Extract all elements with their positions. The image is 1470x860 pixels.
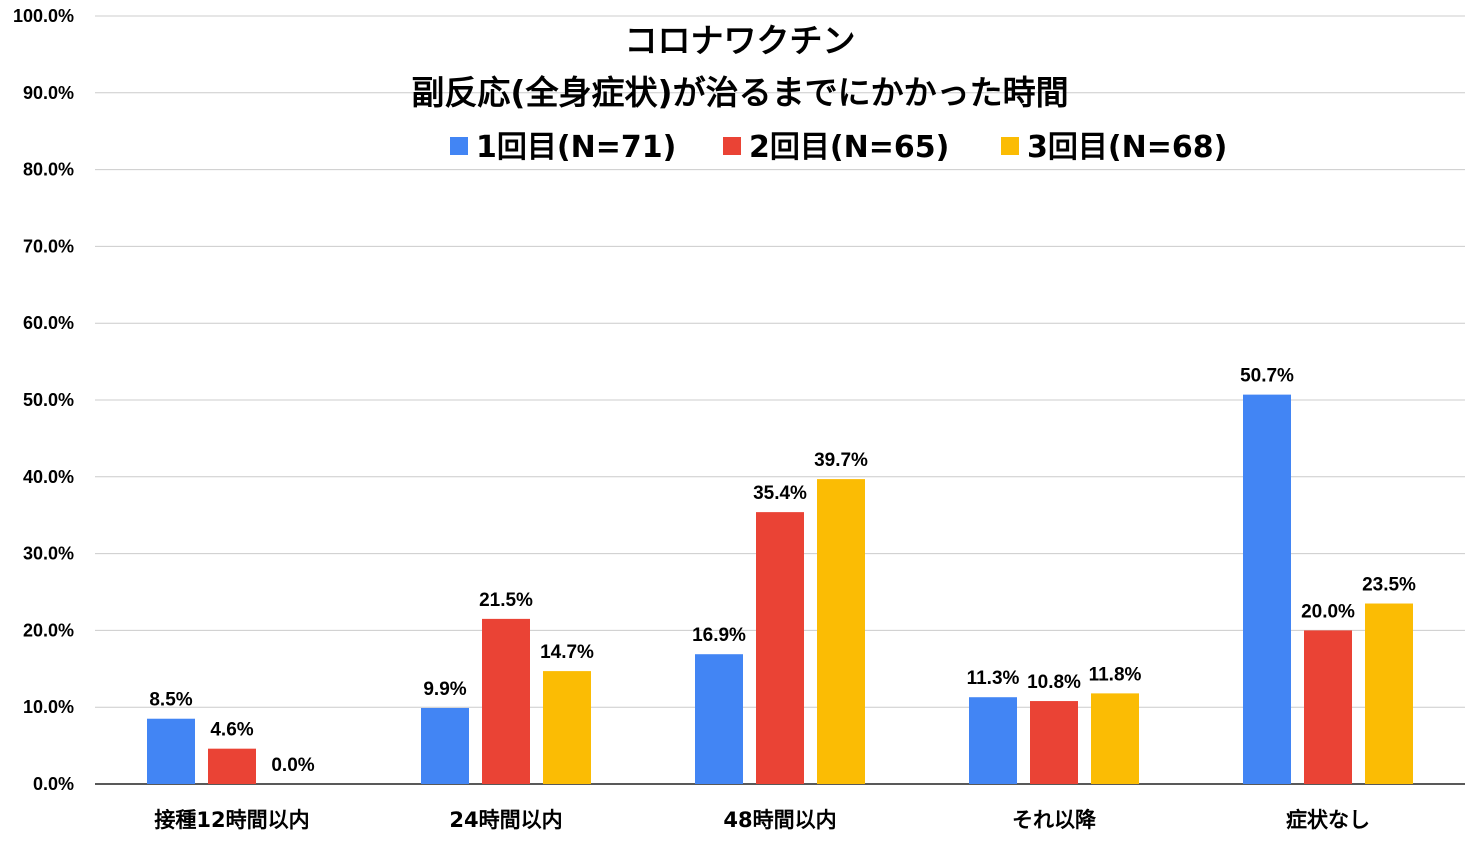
data-label: 11.3% bbox=[967, 668, 1020, 689]
bar bbox=[1030, 701, 1078, 784]
chart-title: コロナワクチン 副反応(全身症状)が治るまでにかかった時間 bbox=[411, 21, 1068, 112]
bar bbox=[817, 479, 865, 784]
bar bbox=[543, 671, 591, 784]
data-labels: 8.5% 4.6% 0.0% 9.9% 21.5% 14.7% 16.9% 35.4% 39.7… bbox=[149, 366, 1416, 776]
y-tick-label: 80.0% bbox=[23, 160, 74, 180]
x-tick-label: 接種12時間以内 bbox=[154, 808, 309, 832]
data-label: 20.0% bbox=[1301, 601, 1355, 622]
bar bbox=[421, 707, 469, 784]
data-label: 11.8% bbox=[1089, 664, 1142, 685]
legend: 1回目(N=71) 2回目(N=65) 3回目(N=68) bbox=[450, 130, 1227, 165]
bar bbox=[1304, 630, 1352, 784]
legend-item: 2回目(N=65) bbox=[723, 130, 949, 165]
bar bbox=[208, 748, 256, 784]
legend-item: 3回目(N=68) bbox=[1001, 130, 1227, 165]
bar bbox=[756, 512, 804, 784]
x-tick-label: 48時間以内 bbox=[723, 808, 836, 832]
data-label: 0.0% bbox=[271, 755, 314, 776]
bars bbox=[147, 394, 1413, 784]
bar bbox=[1091, 693, 1139, 784]
data-label: 10.8% bbox=[1027, 672, 1081, 693]
x-tick-label: 24時間以内 bbox=[449, 808, 562, 832]
y-tick-label: 10.0% bbox=[23, 697, 74, 717]
bar bbox=[482, 618, 530, 784]
y-tick-label: 100.0% bbox=[13, 6, 74, 26]
x-axis-ticks: 接種12時間以内 24時間以内 48時間以内 それ以降 症状なし bbox=[154, 808, 1370, 832]
chart-title-line-2: 副反応(全身症状)が治るまでにかかった時間 bbox=[411, 73, 1068, 112]
legend-label: 1回目(N=71) bbox=[476, 130, 676, 165]
y-tick-label: 20.0% bbox=[23, 620, 74, 640]
x-tick-label: それ以降 bbox=[1012, 808, 1097, 832]
data-label: 9.9% bbox=[423, 679, 466, 700]
y-axis-ticks: 0.0% 10.0% 20.0% 30.0% 40.0% 50.0% 60.0% 70.0% 8… bbox=[13, 6, 74, 794]
y-tick-label: 0.0% bbox=[33, 774, 74, 794]
bar bbox=[147, 718, 195, 784]
legend-swatch bbox=[723, 137, 741, 155]
y-tick-label: 30.0% bbox=[23, 544, 74, 564]
x-tick-label: 症状なし bbox=[1286, 808, 1370, 832]
legend-label: 3回目(N=68) bbox=[1027, 130, 1227, 165]
data-label: 4.6% bbox=[210, 720, 253, 741]
legend-item: 1回目(N=71) bbox=[450, 130, 676, 165]
data-label: 16.9% bbox=[692, 625, 746, 646]
data-label: 8.5% bbox=[149, 690, 192, 711]
bar bbox=[969, 697, 1017, 784]
data-label: 50.7% bbox=[1240, 366, 1294, 387]
legend-label: 2回目(N=65) bbox=[749, 130, 949, 165]
y-tick-label: 60.0% bbox=[23, 313, 74, 333]
bar bbox=[695, 654, 743, 784]
gridlines bbox=[95, 15, 1465, 785]
data-label: 39.7% bbox=[814, 450, 868, 471]
y-tick-label: 90.0% bbox=[23, 83, 74, 103]
y-tick-label: 50.0% bbox=[23, 390, 74, 410]
y-tick-label: 40.0% bbox=[23, 467, 74, 487]
data-label: 14.7% bbox=[540, 642, 594, 663]
data-label: 23.5% bbox=[1362, 575, 1416, 596]
bar bbox=[1243, 394, 1291, 784]
chart-title-line-1: コロナワクチン bbox=[625, 21, 856, 60]
legend-swatch bbox=[1001, 137, 1019, 155]
data-label: 35.4% bbox=[753, 483, 807, 504]
bar bbox=[1365, 603, 1413, 784]
legend-swatch bbox=[450, 137, 468, 155]
y-tick-label: 70.0% bbox=[23, 236, 74, 256]
data-label: 21.5% bbox=[479, 590, 533, 611]
